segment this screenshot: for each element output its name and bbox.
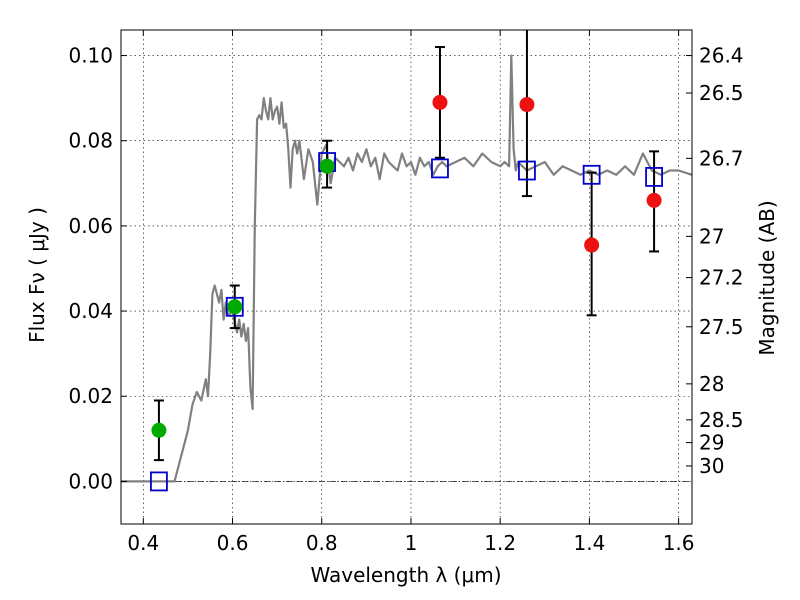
y2-tick-label: 28	[699, 372, 724, 396]
y2-tick-label: 27	[699, 224, 724, 248]
y2-axis-label: Magnitude (AB)	[755, 200, 779, 355]
y2-tick-label: 26.7	[699, 146, 744, 170]
y-tick-label: 0.02	[68, 384, 113, 408]
x-tick-label: 0.4	[127, 531, 159, 555]
y2-tick-label: 26.5	[699, 81, 744, 105]
model-box	[150, 471, 168, 492]
green-point	[151, 422, 167, 438]
model-box	[225, 296, 244, 317]
y-tick-label: 0.00	[68, 469, 113, 493]
y-axis-label: Flux Fν ( μJy )	[25, 207, 49, 343]
x-tick-label: 1.6	[663, 531, 695, 555]
model-box	[431, 158, 449, 179]
observed-points	[151, 94, 662, 438]
green-point	[227, 299, 243, 315]
y-tick-label: 0.10	[68, 44, 113, 68]
model-photometry-boxes	[150, 152, 663, 492]
y2-tick-label: 26.4	[699, 44, 744, 68]
error-bars	[153, 30, 660, 462]
y2-tick-label: 29	[699, 431, 724, 455]
y2-tick-label: 28.5	[699, 408, 744, 432]
axis-ticks	[121, 30, 692, 524]
x-tick-label: 1.4	[573, 531, 605, 555]
model-box	[582, 164, 601, 185]
y-tick-label: 0.06	[68, 214, 113, 238]
x-tick-label: 0.8	[306, 531, 338, 555]
red-point	[432, 94, 448, 110]
red-point	[646, 192, 662, 208]
plot-frame	[120, 29, 693, 525]
y2-tick-label: 30	[699, 454, 724, 478]
green-point	[319, 158, 335, 174]
x-tick-label: 1	[405, 531, 418, 555]
y2-tick-label: 27.2	[699, 266, 744, 290]
y-tick-labels: 0.00 0.02 0.04 0.06 0.08 0.10	[68, 44, 113, 494]
grid	[121, 30, 692, 524]
model-box	[645, 167, 663, 187]
y2-tick-label: 27.5	[699, 315, 744, 339]
x-tick-labels: 0.4 0.6 0.8 1 1.2 1.4 1.6	[127, 531, 694, 555]
y-tick-label: 0.04	[68, 299, 113, 323]
red-point	[584, 237, 600, 253]
model-spectrum-line	[121, 54, 693, 483]
model-box	[518, 160, 536, 181]
x-tick-label: 0.6	[217, 531, 249, 555]
x-axis-label: Wavelength λ (μm)	[310, 563, 501, 587]
red-point	[519, 97, 535, 113]
y-tick-label: 0.08	[68, 129, 113, 153]
x-tick-label: 1.2	[484, 531, 516, 555]
